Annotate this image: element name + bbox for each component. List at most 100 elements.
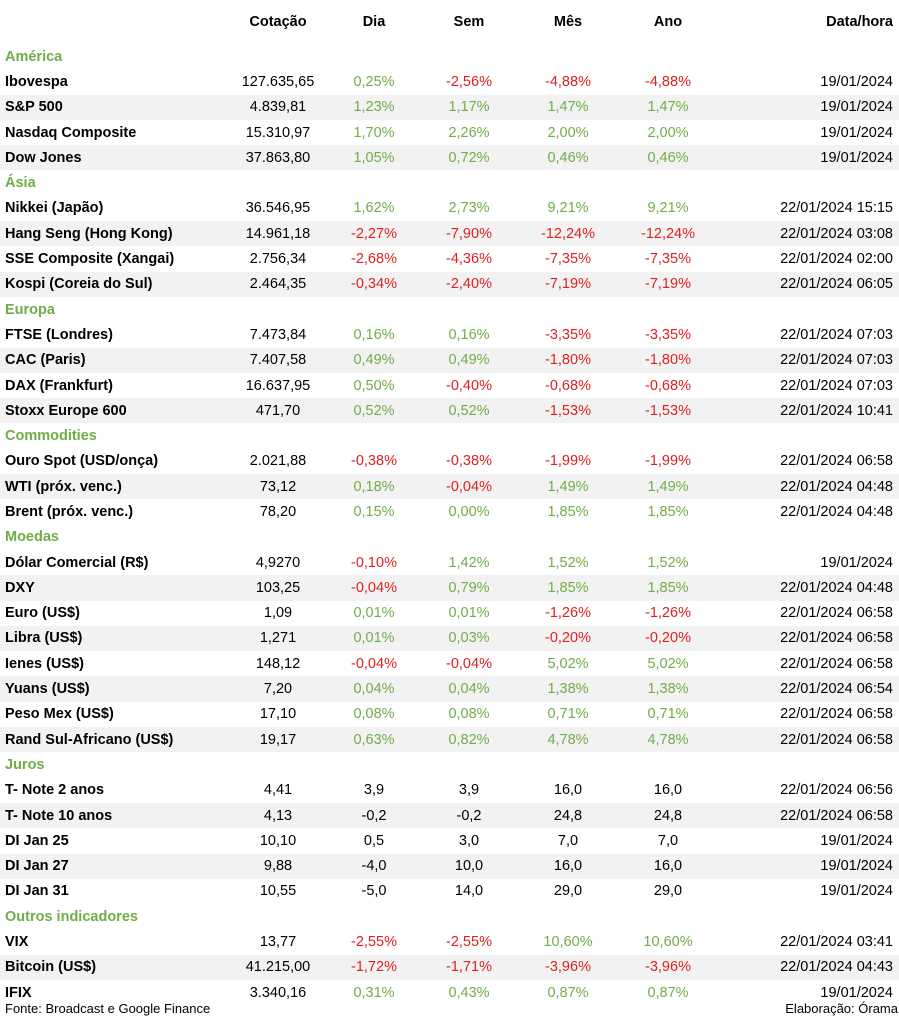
cell-dia: 0,01% xyxy=(353,605,395,622)
cell-ano: 1,85% xyxy=(618,575,718,601)
cell-cotacao: 16.637,95 xyxy=(245,377,311,394)
row-name: Dólar Comercial (R$) xyxy=(5,554,149,571)
row-name: Dow Jones xyxy=(0,145,228,171)
cell-mes: 7,0 xyxy=(557,832,579,849)
row-name: Libra (US$) xyxy=(0,625,228,652)
row-name: Ibovespa xyxy=(5,73,68,90)
cell-mes: -0,68% xyxy=(545,377,591,394)
table-row: IFIX 3.340,16 0,31% 0,43% 0,87% 0,87% 19/01/20… xyxy=(0,980,899,1005)
cell-dia: 0,18% xyxy=(328,474,420,500)
row-name: Peso Mex (US$) xyxy=(5,706,114,723)
row-name: Hang Seng (Hong Kong) xyxy=(0,221,228,247)
row-name: Stoxx Europe 600 xyxy=(0,398,228,424)
cell-data: 19/01/2024 xyxy=(820,883,893,900)
cell-mes: -12,24% xyxy=(518,221,618,247)
cell-dia: 3,9 xyxy=(363,782,385,799)
section-header-row: Outros indicadores xyxy=(0,904,899,929)
row-name: Kospi (Coreia do Sul) xyxy=(0,271,228,297)
cell-cotacao: 127.635,65 xyxy=(241,73,315,90)
section-title: Commodities xyxy=(5,428,97,445)
table-row: T- Note 2 anos 4,41 3,9 3,9 16,0 16,0 22/01/20… xyxy=(0,778,899,803)
cell-cotacao: 148,12 xyxy=(255,655,301,672)
cell-sem: 10,0 xyxy=(420,853,518,879)
cell-ano: 10,60% xyxy=(643,934,693,951)
cell-data: 22/01/2024 06:58 xyxy=(718,802,899,829)
section-header-row: América xyxy=(0,44,899,69)
cell-sem: 0,03% xyxy=(420,625,518,652)
cell-data: 22/01/2024 06:54 xyxy=(718,676,899,702)
footer: Fonte: Broadcast e Google Finance Elabor… xyxy=(0,1001,898,1016)
cell-dia: -2,68% xyxy=(351,251,397,268)
cell-dia: 1,23% xyxy=(328,94,420,120)
cell-ano: -3,35% xyxy=(645,326,691,343)
cell-data: 19/01/2024 xyxy=(718,94,899,120)
cell-cotacao: 10,55 xyxy=(259,883,297,900)
cell-ano: -0,68% xyxy=(645,377,691,394)
row-name: CAC (Paris) xyxy=(0,347,228,373)
cell-dia: 0,15% xyxy=(353,503,395,520)
section-header-row: Europa xyxy=(0,297,899,322)
cell-ano: 16,0 xyxy=(653,782,683,799)
cell-dia: 0,50% xyxy=(353,377,395,394)
table-row: DXY 103,25 -0,04% 0,79% 1,85% 1,85% 22/01/2024… xyxy=(0,575,899,601)
header-mes: Mês xyxy=(553,14,583,30)
cell-dia: 0,31% xyxy=(353,984,395,1001)
cell-data: 22/01/2024 06:58 xyxy=(780,605,893,622)
cell-mes: 1,85% xyxy=(547,503,589,520)
cell-ano: 1,52% xyxy=(647,554,689,571)
footer-credit: Elaboração: Órama xyxy=(785,1001,898,1016)
cell-data: 19/01/2024 xyxy=(718,145,899,171)
cell-mes: -1,26% xyxy=(545,605,591,622)
table-row: S&P 500 4.839,81 1,23% 1,17% 1,47% 1,47% 19/01… xyxy=(0,94,899,120)
cell-mes: -3,35% xyxy=(545,326,591,343)
cell-mes: -1,99% xyxy=(545,453,591,470)
cell-cotacao: 471,70 xyxy=(228,398,328,424)
cell-cotacao: 7.407,58 xyxy=(228,347,328,373)
cell-sem: 0,00% xyxy=(448,503,490,520)
cell-data: 22/01/2024 07:03 xyxy=(780,377,893,394)
header-cotacao: Cotação xyxy=(249,14,307,30)
cell-sem: 0,43% xyxy=(448,984,490,1001)
cell-data: 19/01/2024 xyxy=(718,853,899,879)
cell-mes: -1,53% xyxy=(518,398,618,424)
cell-data: 22/01/2024 07:03 xyxy=(718,347,899,373)
cell-mes: 1,47% xyxy=(518,94,618,120)
cell-cotacao: 13,77 xyxy=(259,934,297,951)
cell-sem: -2,55% xyxy=(446,934,492,951)
section-title: América xyxy=(5,48,63,65)
cell-ano: 0,87% xyxy=(647,984,689,1001)
cell-ano: 29,0 xyxy=(653,883,683,900)
table-row: Hang Seng (Hong Kong) 14.961,18 -2,27% -7,9… xyxy=(0,221,899,247)
cell-sem: -0,04% xyxy=(420,474,518,500)
cell-sem: 0,72% xyxy=(420,145,518,171)
cell-mes: 2,00% xyxy=(547,124,589,141)
cell-cotacao: 17,10 xyxy=(259,706,297,723)
row-name: Nikkei (Japão) xyxy=(5,200,104,217)
cell-cotacao: 78,20 xyxy=(259,503,297,520)
cell-sem: -2,40% xyxy=(420,271,518,297)
cell-ano: -7,19% xyxy=(618,271,718,297)
cell-sem: -2,56% xyxy=(446,73,492,90)
section-title: Moedas xyxy=(5,529,59,546)
cell-dia: -0,10% xyxy=(351,554,397,571)
cell-dia: 0,04% xyxy=(328,676,420,702)
cell-cotacao: 19,17 xyxy=(228,727,328,753)
row-name: VIX xyxy=(5,934,29,951)
cell-dia: -4,0 xyxy=(328,853,420,879)
cell-cotacao: 1,271 xyxy=(228,625,328,652)
cell-data: 22/01/2024 02:00 xyxy=(780,251,893,268)
cell-data: 19/01/2024 xyxy=(820,832,893,849)
cell-sem: -0,2 xyxy=(420,802,518,829)
cell-sem: -7,90% xyxy=(420,221,518,247)
cell-sem: 0,79% xyxy=(420,575,518,601)
cell-mes: 10,60% xyxy=(543,934,593,951)
cell-mes: -7,35% xyxy=(545,251,591,268)
cell-ano: 7,0 xyxy=(657,832,679,849)
cell-cotacao: 36.546,95 xyxy=(245,200,311,217)
cell-ano: -7,35% xyxy=(645,251,691,268)
cell-data: 19/01/2024 xyxy=(820,73,893,90)
cell-mes: 4,78% xyxy=(518,727,618,753)
cell-dia: 0,08% xyxy=(353,706,395,723)
cell-mes: 1,49% xyxy=(518,474,618,500)
